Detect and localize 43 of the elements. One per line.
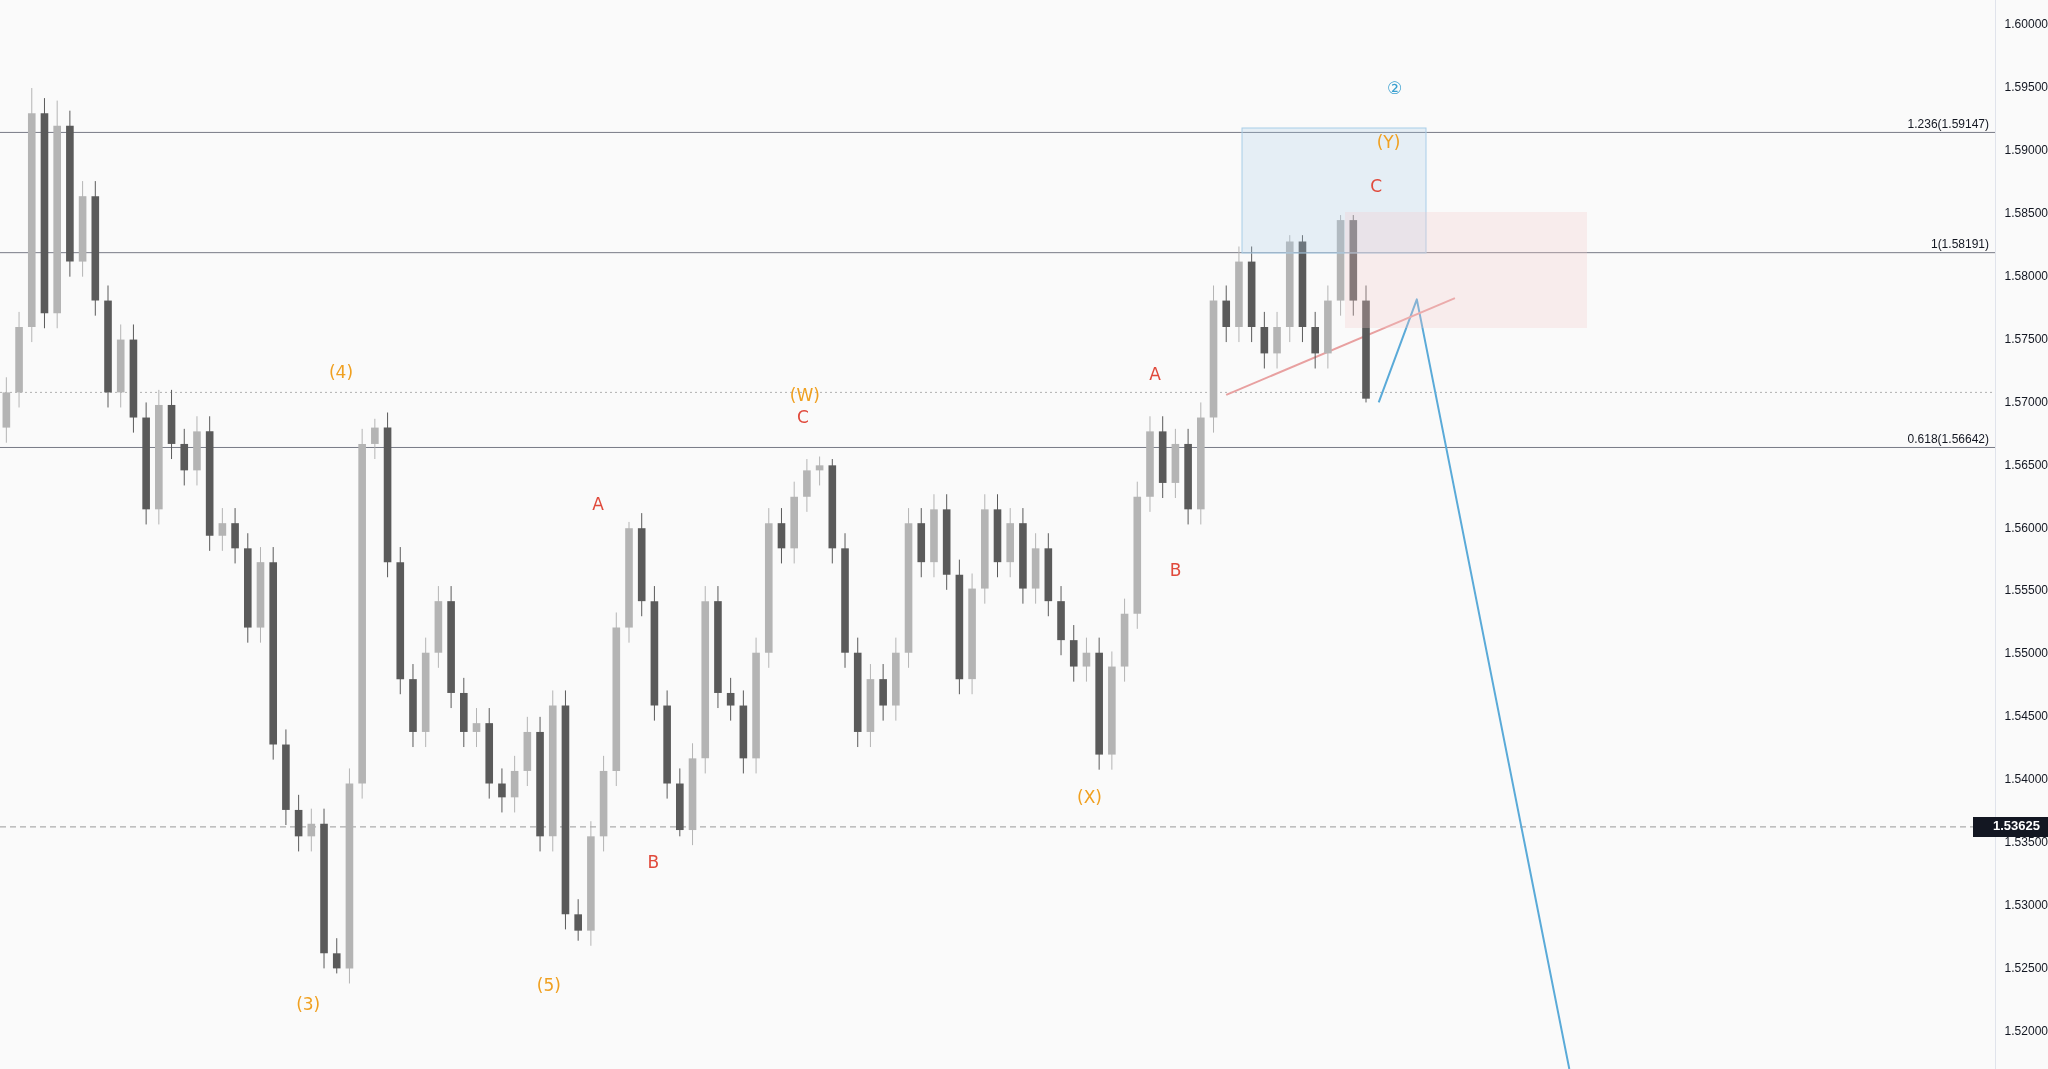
annotation: C bbox=[796, 406, 809, 427]
annotation: C bbox=[1370, 175, 1383, 196]
annotation: A bbox=[1149, 363, 1161, 384]
candlestick bbox=[1082, 637, 1091, 683]
annotation: (4) bbox=[328, 362, 354, 383]
annotation: ② bbox=[1387, 77, 1403, 98]
annotation: (X) bbox=[1077, 787, 1102, 808]
y-tick-label: 1.54000 bbox=[2004, 772, 2048, 787]
candlestick bbox=[726, 677, 735, 722]
candlestick bbox=[332, 937, 341, 974]
y-tick-label: 1.59500 bbox=[2004, 80, 2048, 95]
candlestick bbox=[472, 707, 481, 748]
annotation: (3) bbox=[296, 993, 321, 1014]
candlestick bbox=[371, 418, 379, 460]
y-tick-label: 1.59000 bbox=[2004, 143, 2048, 158]
annotation: (W) bbox=[789, 384, 820, 405]
y-tick-label: 1.55500 bbox=[2004, 583, 2048, 598]
candlestick bbox=[218, 507, 227, 552]
y-tick-label: 1.53500 bbox=[2004, 834, 2048, 849]
candlestick bbox=[574, 898, 582, 942]
y-tick-label: 1.53000 bbox=[2004, 897, 2048, 912]
y-tick-label: 1.56500 bbox=[2004, 457, 2048, 472]
y-tick-label: 1.58500 bbox=[2004, 206, 2048, 221]
ref-line-label: 0.618(1.56642) bbox=[1907, 431, 1989, 446]
y-tick-label: 1.58000 bbox=[2004, 268, 2048, 283]
y-tick-label: 1.57000 bbox=[2004, 394, 2048, 409]
candlestick bbox=[815, 456, 824, 486]
annotation: (Y) bbox=[1376, 132, 1401, 153]
y-tick-label: 1.54500 bbox=[2004, 709, 2048, 724]
ref-line-label: 1.236(1.59147) bbox=[1907, 116, 1989, 131]
y-tick-label: 1.57500 bbox=[2004, 331, 2048, 346]
candlestick bbox=[498, 767, 506, 813]
annotation: B bbox=[647, 852, 660, 873]
annotation: B bbox=[1169, 559, 1182, 580]
ref-line-label: 1(1.58191) bbox=[1930, 236, 1989, 251]
annotation: (5) bbox=[536, 975, 561, 996]
y-tick-label: 1.52500 bbox=[2004, 960, 2048, 975]
annotation: A bbox=[592, 494, 604, 515]
y-tick-label: 1.56000 bbox=[2004, 520, 2048, 535]
y-tick-label: 1.60000 bbox=[2004, 17, 2048, 32]
ref-line-label: 1.53625 bbox=[1993, 818, 2040, 834]
y-tick-label: 1.52000 bbox=[2004, 1023, 2048, 1038]
y-tick-label: 1.55000 bbox=[2004, 646, 2048, 661]
